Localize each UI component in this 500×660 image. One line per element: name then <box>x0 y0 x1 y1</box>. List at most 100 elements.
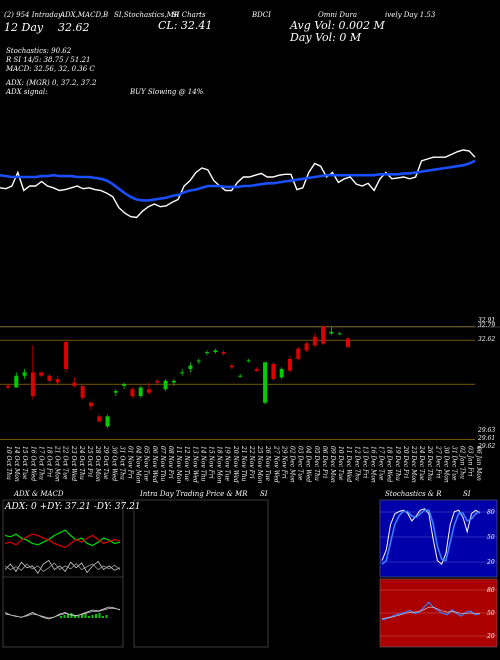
adx-panel-frame <box>2 499 124 648</box>
candle-body <box>346 338 350 347</box>
stoch-panel-si: SI <box>463 490 471 498</box>
date-label: 26 Dec Thu <box>426 445 433 481</box>
adx-macd-panel <box>2 499 124 648</box>
date-label: 25 Nov Mon <box>256 445 263 483</box>
date-label: 22 Oct Tue <box>62 445 69 480</box>
date-label: 02 Jan Thu <box>459 446 466 479</box>
price-level-label: 29.62 <box>477 443 495 450</box>
stoch-panel-title: Stochastics & R <box>385 490 442 498</box>
date-label: 01 Nov Fri <box>127 446 134 479</box>
adx-minus-line <box>4 533 121 549</box>
stoch-d-line <box>381 509 481 565</box>
intraday-panel-title: Intra Day Trading Price & MR <box>140 490 248 498</box>
date-label: 18 Oct Fri <box>46 446 53 477</box>
price-level-label: 32.62 <box>478 336 495 343</box>
date-label: 22 Nov Fri <box>248 445 255 479</box>
candle-body <box>304 343 309 351</box>
date-label: 29 Nov Fri <box>280 445 287 479</box>
macd-histogram-bar <box>84 613 87 618</box>
candle-body <box>14 375 19 388</box>
header-company: Omni Dura <box>318 11 357 19</box>
candle-body <box>321 326 326 344</box>
header-indicator-list: ADX,MACD,B <box>60 11 109 19</box>
rsi-tick-50: 50 <box>487 610 495 617</box>
date-label: 07 Nov Thu <box>159 446 166 482</box>
candle-body <box>188 365 193 369</box>
candle-body <box>296 348 301 359</box>
header-day-vol: Day Vol: 0 M <box>290 31 362 44</box>
date-label: 16 Oct Wed <box>29 446 36 481</box>
candle-body <box>171 380 176 383</box>
rsi-line-2 <box>381 606 480 619</box>
stoch-tick-80: 80 <box>487 509 495 516</box>
header-site: SI Charts <box>172 11 206 19</box>
candle-body <box>113 390 118 393</box>
candle-body <box>22 372 27 376</box>
date-label: 25 Oct Fri <box>86 445 93 477</box>
date-label: 09 Dec Mon <box>329 446 336 483</box>
date-label: 24 Dec Tue <box>418 445 425 481</box>
candle-body <box>180 372 185 374</box>
date-label: 18 Dec Wed <box>386 446 393 482</box>
date-label: 31 Oct Thu <box>118 446 125 480</box>
price-level-label: 29.61 <box>477 435 495 442</box>
candle-body <box>130 389 135 397</box>
header-title: (2) 954 Intraday <box>4 11 62 19</box>
candle-body <box>80 385 85 398</box>
date-label: 30 Dec Mon <box>442 446 449 483</box>
header-avg-vol: Avg Vol: 0.002 M <box>290 19 385 32</box>
date-label: 06 Nov Wed <box>151 446 158 483</box>
date-label: 06 Dec Fri <box>321 446 328 478</box>
candle-body <box>205 352 210 354</box>
date-label: 20 Dec Fri <box>402 445 409 478</box>
header-symbol: BDCI <box>252 11 271 19</box>
date-label: 11 Nov Mon <box>175 446 182 483</box>
date-label: 05 Nov Tue <box>143 446 150 482</box>
candle-body <box>221 352 226 354</box>
price-level-label: 32.79 <box>478 322 495 329</box>
stoch-k-line <box>381 508 481 566</box>
date-label: 06 Jan Mon <box>475 446 482 481</box>
date-label: 19 Nov Tue <box>224 446 231 482</box>
candle-body <box>163 380 168 390</box>
header-close: CL: 32.41 <box>158 19 213 32</box>
rsi-tick-80: 80 <box>487 587 495 594</box>
candle-body <box>337 333 342 335</box>
stoch-readout: Stochastics: 90.62 <box>6 47 72 55</box>
header-company-2: ively Day 1.53 <box>385 11 436 19</box>
date-label: 23 Oct Wed <box>70 445 77 481</box>
header-period: 12 Day <box>4 21 44 34</box>
date-label: 03 Dec Tue <box>297 446 304 481</box>
macd-histogram-bar <box>63 615 66 618</box>
ema-line <box>0 159 476 202</box>
close-price-line <box>0 149 476 219</box>
candle-body <box>105 416 110 427</box>
date-label: 05 Dec Thu <box>313 446 320 481</box>
macd-histogram-bar <box>67 614 69 618</box>
macd-histogram-bar <box>95 614 97 618</box>
rsi-tick-20: 20 <box>486 633 495 640</box>
macd-histogram-bar <box>77 615 80 618</box>
candle-body <box>97 416 102 422</box>
date-label: 13 Dec Fri <box>361 446 368 478</box>
candle-body <box>263 362 268 403</box>
macd-histogram-bar <box>105 615 108 618</box>
candle-body <box>47 375 52 381</box>
date-label: 27 Dec Fri <box>434 445 441 478</box>
date-label: 17 Oct Thu <box>37 446 44 480</box>
date-label: 17 Dec Tue <box>378 446 385 481</box>
candle-body <box>238 375 243 377</box>
date-label: 16 Dec Mon <box>370 446 377 483</box>
date-label: 14 Oct Mon <box>13 446 20 482</box>
macd-readout: MACD: 32.56, 32, 0.36 C <box>6 65 95 73</box>
macd-signal-line <box>4 608 121 619</box>
header-indicator-list-2: SI,Stochastics,MR <box>114 11 180 19</box>
date-label: 27 Nov Wed <box>272 445 279 483</box>
date-label: 31 Dec Tue <box>451 446 458 481</box>
candle-body <box>155 380 160 383</box>
header-price: 32.62 <box>58 21 90 34</box>
candle-body <box>196 360 201 362</box>
adx-line <box>4 559 121 575</box>
date-label: 21 Nov Thu <box>240 445 247 482</box>
macd-histogram-bar <box>102 616 104 618</box>
